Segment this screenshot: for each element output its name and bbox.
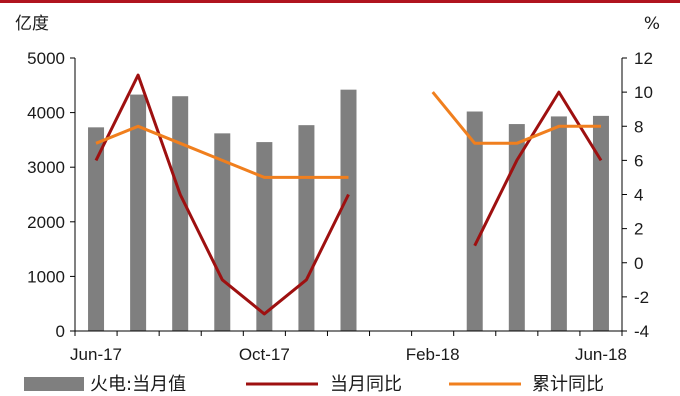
line-series-cumulative-yoy [95, 124, 349, 179]
left-tick-label: 0 [56, 322, 65, 341]
top-rule [0, 0, 680, 3]
right-tick-label: 8 [634, 117, 643, 136]
bar-Jul-17 [130, 94, 147, 331]
right-tick-label: -4 [634, 322, 649, 341]
line-series-monthly-yoy [94, 73, 350, 316]
bar-Oct-17 [256, 142, 273, 331]
right-tick-label: 4 [634, 186, 643, 205]
bar-Aug-17 [172, 96, 189, 331]
right-tick-label: -2 [634, 288, 649, 307]
x-tick-label: Oct-17 [239, 345, 290, 364]
bar-Dec-17 [340, 89, 357, 331]
right-tick-label: 10 [634, 83, 653, 102]
legend-label-monthly: 当月同比 [330, 374, 402, 395]
x-tick-label: Jun-17 [70, 345, 122, 364]
line-series-monthly-yoy [473, 90, 603, 247]
bar-Mar-18 [466, 111, 483, 332]
legend-label-cumulative: 累计同比 [532, 374, 604, 395]
left-tick-label: 2000 [27, 213, 65, 232]
bar-Jun-18 [592, 115, 609, 331]
left-axis-unit: 亿度 [15, 14, 49, 34]
line-series-cumulative-yoy [431, 91, 601, 145]
left-tick-label: 5000 [27, 49, 65, 68]
bar-Apr-18 [508, 124, 525, 331]
right-axis-unit: % [644, 14, 660, 34]
legend: 火电:当月值 当月同比 累计同比 [24, 374, 604, 395]
left-tick-label: 1000 [27, 267, 65, 286]
legend-swatch-bar [24, 377, 84, 391]
right-tick-label: 2 [634, 220, 643, 239]
bar-May-18 [550, 116, 567, 331]
x-tick-label: Feb-18 [406, 345, 460, 364]
right-tick-label: 12 [634, 49, 653, 68]
legend-label-bar: 火电:当月值 [90, 374, 186, 395]
x-tick-label: Jun-18 [575, 345, 627, 364]
bar-Nov-17 [298, 125, 315, 332]
right-tick-label: 6 [634, 151, 643, 170]
bar-Jun-17 [88, 127, 105, 331]
left-tick-label: 3000 [27, 158, 65, 177]
left-tick-label: 4000 [27, 104, 65, 123]
right-tick-label: 0 [634, 254, 643, 273]
